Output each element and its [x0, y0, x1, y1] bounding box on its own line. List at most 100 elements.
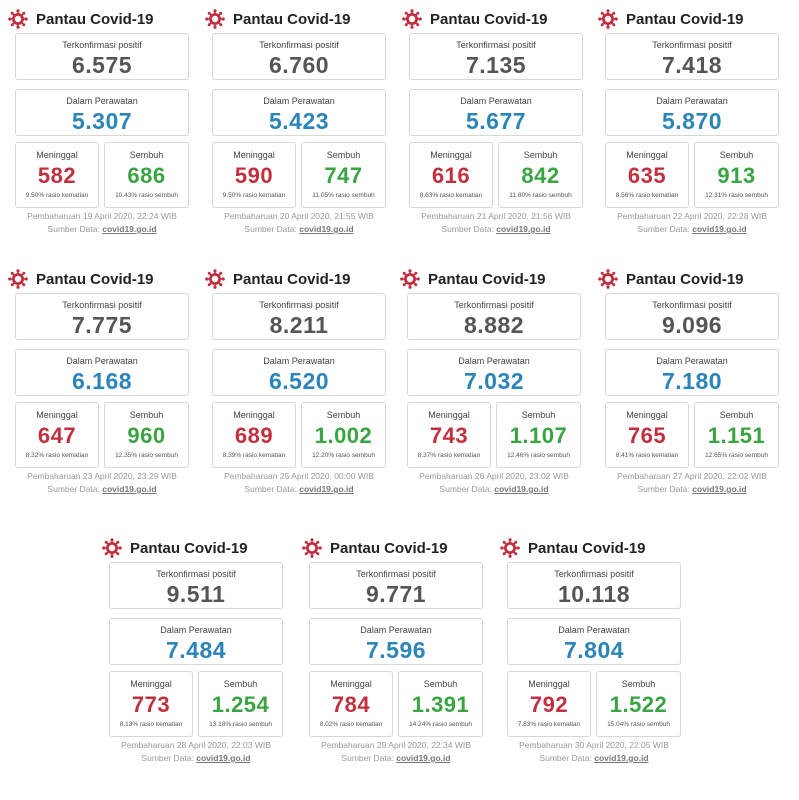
care-box: Dalam Perawatan 7.032 — [407, 349, 581, 396]
care-box: Dalam Perawatan 5.423 — [212, 89, 386, 136]
card-header: Pantau Covid-19 — [102, 535, 248, 561]
confirmed-label: Terkonfirmasi positif — [259, 300, 339, 310]
source-link[interactable]: covid19.go.id — [692, 224, 747, 234]
care-box: Dalam Perawatan 5.307 — [15, 89, 189, 136]
death-ratio: 8.02% rasio kematian — [319, 721, 383, 728]
confirmed-value: 8.211 — [269, 312, 329, 338]
source-link[interactable]: covid19.go.id — [102, 224, 157, 234]
confirmed-box: Terkonfirmasi positif 6.575 — [15, 33, 189, 80]
death-ratio: 8.56% rasio kematian — [615, 192, 679, 199]
recovered-ratio: 11.05% rasio sembuh — [312, 192, 375, 199]
card-title: Pantau Covid-19 — [528, 539, 646, 557]
care-label: Dalam Perawatan — [656, 96, 728, 106]
confirmed-label: Terkonfirmasi positif — [454, 300, 534, 310]
source-link[interactable]: covid19.go.id — [494, 484, 549, 494]
care-label: Dalam Perawatan — [558, 625, 630, 635]
update-timestamp: Pembaharuan 28 April 2020, 22:03 WIB — [121, 740, 271, 750]
source-link[interactable]: covid19.go.id — [692, 484, 747, 494]
care-box: Dalam Perawatan 7.804 — [507, 618, 681, 665]
death-ratio: 8.37% rasio kematian — [417, 452, 481, 459]
recovered-label: Sembuh — [523, 150, 558, 160]
recovered-value: 1.002 — [314, 423, 373, 448]
care-value: 6.520 — [268, 368, 330, 394]
recovered-value: 1.522 — [609, 692, 668, 717]
card-header: Pantau Covid-19 — [8, 266, 154, 292]
update-timestamp: Pembaharuan 22 April 2020, 22:28 WIB — [617, 211, 767, 221]
virus-icon — [302, 538, 322, 558]
recovered-value: 960 — [127, 423, 166, 448]
covid-stat-card: Pantau Covid-19 Terkonfirmasi positif 9.… — [302, 535, 483, 765]
data-source: Sumber Data: covid19.go.id — [205, 224, 393, 234]
source-link[interactable]: covid19.go.id — [594, 753, 649, 763]
confirmed-box: Terkonfirmasi positif 7.418 — [605, 33, 779, 80]
source-link[interactable]: covid19.go.id — [102, 484, 157, 494]
source-label: Sumber Data: — [439, 484, 492, 494]
source-label: Sumber Data: — [47, 224, 100, 234]
recovered-value: 686 — [127, 163, 166, 188]
confirmed-value: 9.511 — [166, 581, 226, 607]
data-source: Sumber Data: covid19.go.id — [598, 224, 786, 234]
card-header: Pantau Covid-19 — [205, 266, 351, 292]
data-source: Sumber Data: covid19.go.id — [598, 484, 786, 494]
care-label: Dalam Perawatan — [460, 96, 532, 106]
confirmed-label: Terkonfirmasi positif — [62, 300, 142, 310]
care-label: Dalam Perawatan — [66, 356, 138, 366]
care-value: 7.804 — [563, 637, 625, 663]
source-link[interactable]: covid19.go.id — [299, 484, 354, 494]
confirmed-value: 10.118 — [557, 581, 631, 607]
death-ratio: 8.13% rasio kematian — [119, 721, 183, 728]
confirmed-label: Terkonfirmasi positif — [456, 40, 536, 50]
death-ratio: 8.63% rasio kematian — [419, 192, 483, 199]
card-title: Pantau Covid-19 — [428, 270, 546, 288]
confirmed-box: Terkonfirmasi positif 10.118 — [507, 562, 681, 609]
source-link[interactable]: covid19.go.id — [299, 224, 354, 234]
card-title: Pantau Covid-19 — [430, 10, 548, 28]
recovered-label: Sembuh — [621, 679, 656, 689]
covid-stat-card: Pantau Covid-19 Terkonfirmasi positif 8.… — [400, 266, 581, 496]
recovered-label: Sembuh — [129, 410, 164, 420]
death-box: Meninggal 647 8.32% rasio kematian — [15, 402, 99, 468]
death-label: Meninggal — [626, 150, 668, 160]
recovered-label: Sembuh — [326, 150, 361, 160]
death-box: Meninggal 689 8.39% rasio kematian — [212, 402, 296, 468]
data-source: Sumber Data: covid19.go.id — [500, 753, 688, 763]
virus-icon — [8, 269, 28, 289]
confirmed-label: Terkonfirmasi positif — [259, 40, 339, 50]
care-value: 7.484 — [165, 637, 227, 663]
virus-icon — [402, 9, 422, 29]
update-timestamp: Pembaharuan 25 April 2020, 00:00 WIB — [224, 471, 374, 481]
recovered-box: Sembuh 1.002 12.20% rasio sembuh — [301, 402, 386, 468]
data-source: Sumber Data: covid19.go.id — [400, 484, 588, 494]
care-value: 5.423 — [268, 108, 330, 134]
recovered-box: Sembuh 1.107 12.46% rasio sembuh — [496, 402, 581, 468]
source-link[interactable]: covid19.go.id — [196, 753, 251, 763]
death-label: Meninggal — [36, 410, 78, 420]
death-label: Meninggal — [130, 679, 172, 689]
confirmed-value: 6.575 — [71, 52, 133, 78]
update-timestamp: Pembaharuan 27 April 2020, 22:02 WIB — [617, 471, 767, 481]
source-label: Sumber Data: — [141, 753, 194, 763]
death-ratio: 9.50% rasio kematian — [25, 192, 89, 199]
covid-stat-card: Pantau Covid-19 Terkonfirmasi positif 7.… — [598, 6, 779, 236]
confirmed-label: Terkonfirmasi positif — [554, 569, 634, 579]
care-value: 5.307 — [71, 108, 133, 134]
recovered-box: Sembuh 747 11.05% rasio sembuh — [301, 142, 386, 208]
update-timestamp: Pembaharuan 26 April 2020, 23:02 WIB — [419, 471, 569, 481]
recovered-box: Sembuh 1.522 15.04% rasio sembuh — [596, 671, 681, 737]
recovered-label: Sembuh — [129, 150, 164, 160]
recovered-ratio: 10.43% rasio sembuh — [115, 192, 178, 199]
care-label: Dalam Perawatan — [360, 625, 432, 635]
confirmed-box: Terkonfirmasi positif 8.211 — [212, 293, 386, 340]
death-label: Meninggal — [36, 150, 78, 160]
source-link[interactable]: covid19.go.id — [496, 224, 551, 234]
confirmed-box: Terkonfirmasi positif 9.771 — [309, 562, 483, 609]
source-link[interactable]: covid19.go.id — [396, 753, 451, 763]
death-ratio: 8.39% rasio kematian — [222, 452, 286, 459]
recovered-box: Sembuh 1.151 12.65% rasio sembuh — [694, 402, 779, 468]
recovered-ratio: 12.35% rasio sembuh — [115, 452, 178, 459]
card-header: Pantau Covid-19 — [302, 535, 448, 561]
care-box: Dalam Perawatan 7.180 — [605, 349, 779, 396]
recovered-label: Sembuh — [521, 410, 556, 420]
card-title: Pantau Covid-19 — [130, 539, 248, 557]
death-value: 582 — [37, 163, 77, 188]
